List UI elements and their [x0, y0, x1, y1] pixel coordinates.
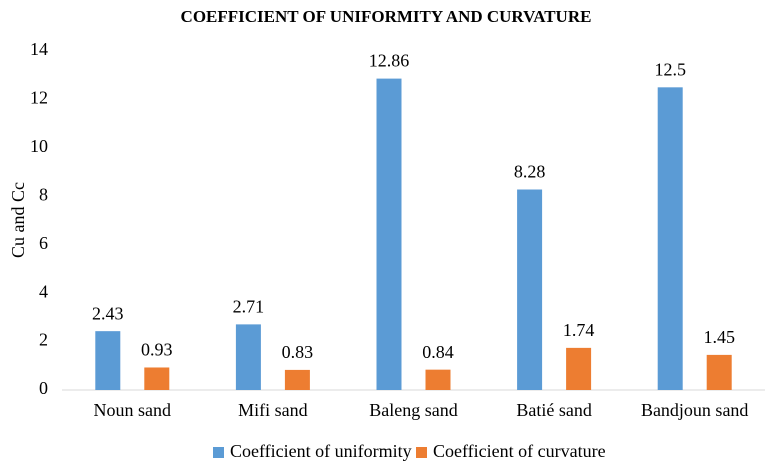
data-label: 1.45	[703, 327, 735, 347]
bar	[517, 189, 543, 390]
chart-title: COEFFICIENT OF UNIFORMITY AND CURVATURE	[181, 7, 592, 26]
bar	[284, 369, 310, 390]
data-label: 8.28	[514, 162, 546, 182]
y-tick-label: 14	[30, 39, 48, 59]
data-label: 1.74	[563, 320, 595, 340]
legend-label: Coefficient of curvature	[433, 441, 606, 461]
y-tick-label: 8	[39, 184, 48, 204]
data-label: 0.93	[141, 340, 173, 360]
data-label: 2.43	[92, 303, 124, 323]
data-label: 0.84	[422, 342, 454, 362]
x-tick-label: Baleng sand	[369, 400, 457, 420]
x-tick-label: Noun sand	[94, 400, 172, 420]
data-label: 2.71	[233, 297, 265, 317]
bar	[235, 324, 261, 390]
y-tick-label: 0	[39, 378, 48, 398]
bar	[376, 78, 402, 391]
y-axis-label: Cu and Cc	[8, 182, 28, 258]
data-label: 12.5	[654, 59, 686, 79]
y-tick-label: 2	[39, 330, 48, 350]
x-tick-label: Mifi sand	[238, 400, 308, 420]
data-label: 0.83	[282, 342, 314, 362]
x-tick-label: Bandjoun sand	[641, 400, 749, 420]
legend-swatch	[416, 447, 427, 458]
bar	[706, 354, 732, 390]
bar	[95, 331, 121, 390]
bar	[144, 367, 170, 390]
data-label: 12.86	[369, 51, 410, 71]
y-tick-label: 12	[30, 88, 48, 108]
legend-label: Coefficient of uniformity	[230, 441, 412, 461]
bar	[425, 369, 451, 390]
x-tick-label: Batié sand	[516, 400, 591, 420]
y-tick-label: 6	[39, 233, 48, 253]
y-tick-label: 4	[39, 281, 48, 301]
y-tick-label: 10	[30, 136, 48, 156]
legend-swatch	[213, 447, 224, 458]
bar	[657, 87, 683, 391]
bar	[566, 347, 592, 390]
